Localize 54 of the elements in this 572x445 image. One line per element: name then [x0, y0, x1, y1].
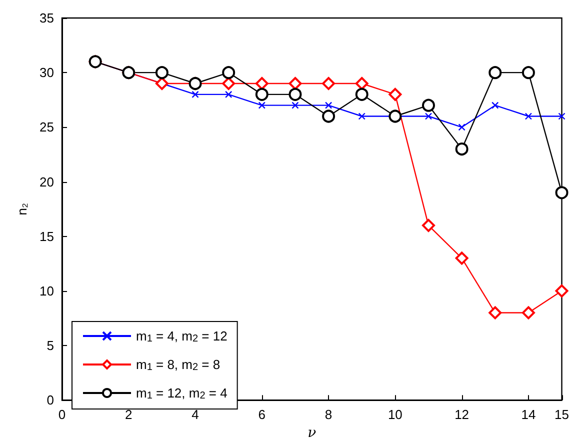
point	[522, 306, 535, 320]
point	[255, 88, 268, 101]
x-tick-label: 14	[521, 407, 536, 422]
y-tick-label: 30	[40, 65, 54, 80]
x-tick-label: 8	[324, 407, 332, 422]
point	[224, 90, 232, 98]
point	[358, 112, 366, 120]
point	[355, 88, 368, 101]
y-tick-label: 5	[46, 338, 54, 354]
x-tick-label: 2	[125, 407, 132, 422]
point	[355, 77, 368, 90]
y-tick-label: 35	[40, 10, 54, 26]
point	[524, 112, 532, 120]
x-tick-label: 12	[454, 407, 470, 422]
x-tick-label: 4	[192, 407, 199, 422]
point	[322, 110, 336, 123]
point	[155, 77, 168, 90]
y-tick-label: 25	[40, 120, 54, 135]
point	[424, 112, 432, 120]
y-axis-title: n₂	[14, 202, 30, 216]
point	[555, 284, 568, 298]
point	[555, 186, 568, 200]
x-axis-title: ν	[308, 425, 317, 441]
y-tick-label: 10	[40, 283, 54, 298]
x-tick-label: 0	[58, 407, 66, 422]
point	[258, 102, 266, 109]
y-tick-label: 20	[40, 174, 54, 190]
point	[222, 66, 236, 80]
point	[388, 88, 402, 101]
point	[322, 77, 336, 90]
x-tick-label: 6	[258, 407, 266, 422]
x-tick-label: 10	[388, 407, 402, 422]
point	[222, 77, 236, 90]
point	[255, 77, 268, 90]
point	[324, 102, 332, 109]
point	[488, 66, 502, 80]
y-tick-label: 0	[46, 392, 54, 408]
point	[455, 142, 468, 156]
point	[288, 88, 302, 101]
point	[422, 98, 435, 112]
point	[458, 124, 466, 131]
point	[488, 306, 502, 320]
point	[192, 90, 199, 98]
point	[455, 252, 468, 265]
x-tick-label: 15	[554, 407, 570, 422]
point	[492, 102, 499, 109]
point	[292, 102, 299, 109]
point	[522, 66, 535, 80]
point	[288, 77, 302, 90]
point	[558, 112, 566, 120]
y-tick-label: 15	[40, 228, 54, 244]
point	[155, 66, 168, 80]
point	[422, 218, 435, 232]
point	[388, 110, 402, 123]
